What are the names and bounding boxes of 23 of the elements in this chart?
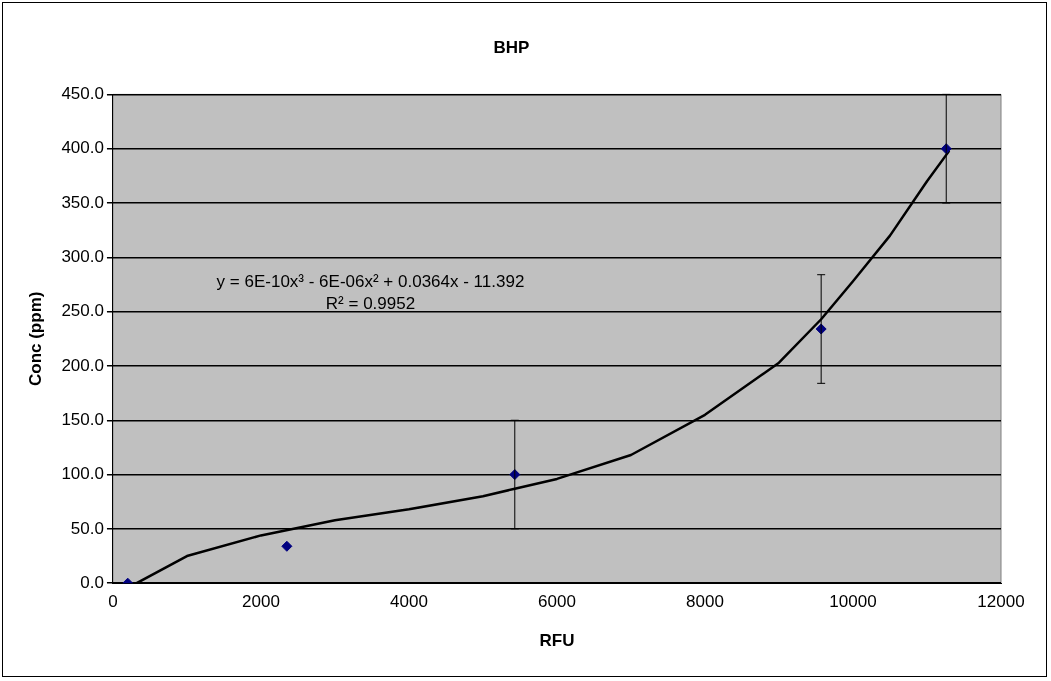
- y-tick-label: 200.0: [61, 355, 104, 375]
- x-tick-label: 8000: [686, 592, 724, 612]
- chart-title: BHP: [493, 37, 530, 57]
- y-tick-label: 350.0: [61, 192, 104, 212]
- y-tick-label: 50.0: [70, 518, 104, 538]
- x-tick-label: 10000: [829, 592, 877, 612]
- y-tick-label: 150.0: [61, 409, 104, 429]
- y-tick-label: 400.0: [61, 138, 104, 158]
- y-tick-label: 100.0: [61, 464, 104, 484]
- x-tick-label: 6000: [538, 592, 576, 612]
- x-tick-label: 12000: [977, 592, 1025, 612]
- x-tick-label: 2000: [242, 592, 280, 612]
- y-tick-label: 300.0: [61, 247, 104, 267]
- annotation: R² = 0.9952: [325, 294, 416, 314]
- x-tick-label: 0: [108, 592, 118, 612]
- x-tick-label: 4000: [390, 592, 428, 612]
- y-axis-title: Conc (ppm): [25, 291, 45, 387]
- y-tick-label: 0.0: [80, 572, 104, 592]
- x-axis-title: RFU: [539, 631, 575, 651]
- point: [281, 540, 293, 552]
- annotation: y = 6E-10x³ - 6E-06x² + 0.0364x - 11.392: [216, 272, 525, 292]
- y-tick-label: 450.0: [61, 84, 104, 104]
- y-tick-label: 250.0: [61, 301, 104, 321]
